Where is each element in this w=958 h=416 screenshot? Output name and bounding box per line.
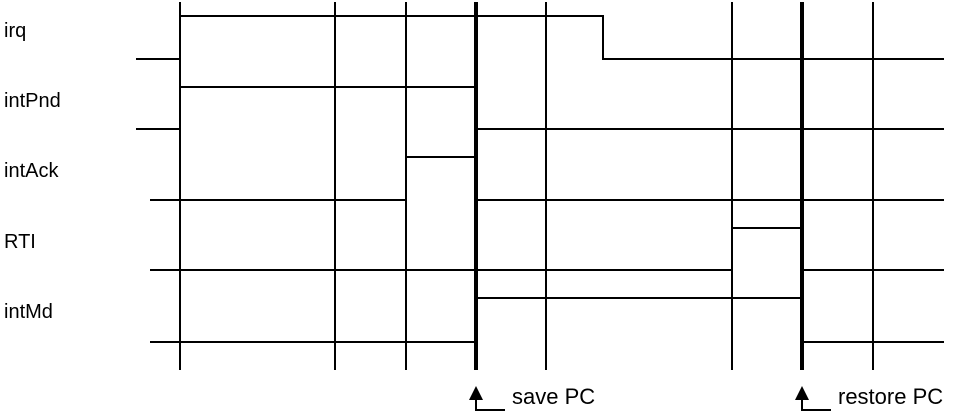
signal-label-rti: RTI xyxy=(4,231,36,253)
signal-label-intpnd: intPnd xyxy=(4,90,61,112)
marker-connector xyxy=(801,400,831,411)
marker-connector xyxy=(475,400,505,411)
waveforms xyxy=(136,15,944,343)
marker-label-restore-pc: restore PC xyxy=(838,384,943,409)
signal-label-intack: intAck xyxy=(4,160,59,182)
marker-label-save-pc: save PC xyxy=(512,384,595,409)
waveform-irq xyxy=(136,15,944,60)
signal-labels: irq intPnd intAck RTI intMd xyxy=(4,20,61,323)
marker-restore-pc: restore PC xyxy=(795,384,943,411)
time-grid xyxy=(179,2,874,370)
waveform-intmd xyxy=(150,297,944,343)
waveform-rti xyxy=(150,227,944,271)
arrow-up-icon xyxy=(795,386,809,400)
marker-save-pc: save PC xyxy=(469,384,595,411)
signal-label-irq: irq xyxy=(4,20,26,42)
signal-label-intmd: intMd xyxy=(4,301,53,323)
waveform-intack xyxy=(150,156,944,201)
arrow-up-icon xyxy=(469,386,483,400)
waveform-intpnd xyxy=(136,86,944,130)
